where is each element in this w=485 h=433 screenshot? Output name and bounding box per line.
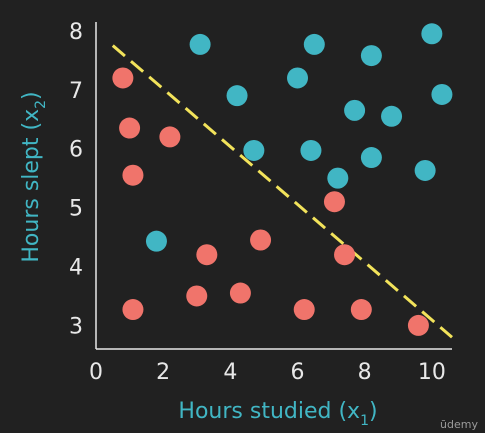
blue-point [300, 139, 322, 161]
blue-point [145, 230, 167, 252]
x-axis-title: Hours studied (x1) [178, 399, 377, 429]
blue-point [414, 159, 436, 181]
y-tick-label: 4 [69, 256, 83, 281]
x-tick-label: 8 [358, 360, 372, 385]
blue-point [327, 167, 349, 189]
x-tick-label: 6 [291, 360, 305, 385]
y-tick-label: 8 [69, 20, 83, 45]
blue-point [344, 99, 366, 121]
y-tick-labels: 3 4 5 6 7 8 [69, 20, 83, 340]
blue-point [381, 105, 403, 127]
y-axis-title: Hours slept (x2) [19, 91, 49, 262]
y-tick-label: 5 [69, 197, 83, 222]
red-point [112, 67, 134, 89]
red-point [186, 285, 208, 307]
decision-boundary [111, 44, 453, 339]
x-tick-label: 10 [418, 360, 446, 385]
red-point [350, 299, 372, 321]
red-point [122, 299, 144, 321]
x-tick-label: 2 [156, 360, 170, 385]
blue-point [360, 147, 382, 169]
boundary-line [111, 44, 453, 339]
red-point [293, 299, 315, 321]
red-point [334, 244, 356, 266]
red-point [122, 164, 144, 186]
blue-point [287, 67, 309, 89]
y-tick-label: 3 [69, 314, 83, 339]
blue-point [303, 33, 325, 55]
x-tick-label: 4 [223, 360, 237, 385]
y-tick-label: 6 [69, 138, 83, 163]
red-point [323, 191, 345, 213]
udemy-watermark: ūdemy [440, 418, 478, 431]
red-point [250, 229, 272, 251]
blue-point [189, 33, 211, 55]
red-point [159, 126, 181, 148]
blue-point [243, 139, 265, 161]
red-point [407, 314, 429, 336]
x-tick-label: 0 [89, 360, 103, 385]
axes [95, 22, 452, 350]
blue-point [421, 23, 443, 45]
red-point [119, 117, 141, 139]
red-point [196, 244, 218, 266]
red-point [229, 282, 251, 304]
x-tick-labels: 0 2 4 6 8 10 [89, 360, 446, 385]
y-tick-label: 7 [69, 79, 83, 104]
blue-point [360, 45, 382, 67]
blue-point [431, 83, 453, 105]
blue-point [226, 85, 248, 107]
data-points [112, 23, 453, 336]
